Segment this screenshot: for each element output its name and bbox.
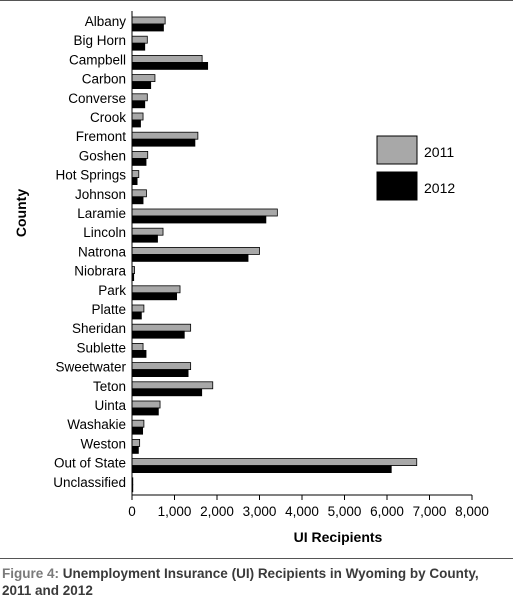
bar-2012-out-of-state xyxy=(131,465,392,474)
bar-2011-natrona xyxy=(131,246,260,255)
x-tick-label: 0 xyxy=(128,504,136,519)
caption-label: Figure 4: xyxy=(2,566,60,581)
y-axis-title: County xyxy=(13,189,29,237)
bar-2011-albany xyxy=(131,16,166,25)
bar-2012-platte xyxy=(131,311,142,320)
category-label-park: Park xyxy=(98,283,126,298)
bar-2011-sublette xyxy=(131,342,144,351)
bar-2011-sweetwater xyxy=(131,362,192,371)
category-label-albany: Albany xyxy=(85,14,127,29)
x-tick-label: 6,000 xyxy=(370,504,404,519)
bar-2012-natrona xyxy=(131,253,249,262)
legend-label-2011: 2011 xyxy=(424,144,454,160)
category-label-natrona: Natrona xyxy=(78,244,127,259)
category-label-niobrara: Niobrara xyxy=(74,264,126,279)
bar-2012-johnson xyxy=(131,196,144,205)
category-label-big-horn: Big Horn xyxy=(73,33,126,48)
bar-2012-laramie xyxy=(131,215,267,224)
category-label-sheridan: Sheridan xyxy=(72,321,126,336)
bar-2011-laramie xyxy=(131,208,278,217)
category-label-laramie: Laramie xyxy=(77,206,126,221)
bar-2011-campbell xyxy=(131,55,203,63)
bar-2011-lincoln xyxy=(131,227,164,236)
bar-2011-fremont xyxy=(131,131,199,140)
bar-2011-washakie xyxy=(131,419,145,428)
x-ticks: 0 1,000 2,000 3,000 4,000 5,000 6,000 7,000 8,00… xyxy=(128,495,489,519)
bar-chart: County UI Recipients Albany Big Horn Campb… xyxy=(13,11,489,545)
category-label-crook: Crook xyxy=(90,110,126,125)
x-tick-label: 1,000 xyxy=(158,504,192,519)
top-rule xyxy=(0,0,513,1)
category-label-campbell: Campbell xyxy=(69,52,126,67)
bars-group xyxy=(131,16,418,493)
bar-2012-carbon xyxy=(131,81,152,89)
category-label-unclassified: Unclassified xyxy=(53,475,126,490)
bar-2011-sheridan xyxy=(131,323,192,332)
bar-2012-hot-springs xyxy=(131,177,138,186)
category-label-sublette: Sublette xyxy=(76,340,126,355)
bar-2012-uinta xyxy=(131,407,159,416)
bar-2011-goshen xyxy=(131,150,149,159)
x-tick-label: 3,000 xyxy=(243,504,277,519)
bar-2012-sublette xyxy=(131,349,147,358)
category-label-uinta: Uinta xyxy=(94,398,126,413)
legend-swatch-2012 xyxy=(376,171,418,201)
bar-2012-fremont xyxy=(131,138,196,147)
bar-2012-park xyxy=(131,292,178,301)
bar-2012-weston xyxy=(131,445,139,454)
category-labels: Albany Big Horn Campbell Carbon Converse Croo… xyxy=(53,14,126,490)
caption-text: Unemployment Insurance (UI) Recipients i… xyxy=(2,566,479,598)
bar-2011-converse xyxy=(131,93,148,102)
x-tick-label: 7,000 xyxy=(413,504,447,519)
x-axis-title: UI Recipients xyxy=(294,529,383,545)
bar-2012-crook xyxy=(131,119,141,128)
bar-2011-carbon xyxy=(131,74,156,82)
legend-label-2012: 2012 xyxy=(424,180,455,196)
category-label-weston: Weston xyxy=(80,436,126,451)
bar-2011-hot-springs xyxy=(131,170,140,179)
bar-2011-johnson xyxy=(131,189,147,198)
x-tick-label: 8,000 xyxy=(455,504,489,519)
category-label-platte: Platte xyxy=(91,302,126,317)
axes xyxy=(131,11,472,496)
category-label-johnson: Johnson xyxy=(75,187,126,202)
bar-2012-albany xyxy=(131,23,164,32)
caption-rule xyxy=(0,558,513,559)
bar-2012-sheridan xyxy=(131,330,185,339)
category-label-carbon: Carbon xyxy=(82,72,126,87)
bar-2012-washakie xyxy=(131,426,144,435)
bar-2011-platte xyxy=(131,304,145,313)
bar-2012-big-horn xyxy=(131,42,146,51)
bar-2012-sweetwater xyxy=(131,369,189,378)
category-label-lincoln: Lincoln xyxy=(83,225,126,240)
bar-2011-teton xyxy=(131,381,214,390)
x-tick-label: 4,000 xyxy=(285,504,319,519)
bar-2012-goshen xyxy=(131,157,147,166)
x-tick-label: 2,000 xyxy=(200,504,234,519)
bar-2011-crook xyxy=(131,112,144,121)
bar-2012-converse xyxy=(131,100,146,109)
bar-2011-uinta xyxy=(131,400,161,409)
bar-2011-weston xyxy=(131,438,141,447)
bar-2012-teton xyxy=(131,388,203,397)
category-label-teton: Teton xyxy=(93,379,126,394)
legend-swatch-2011 xyxy=(376,135,418,165)
bar-2011-park xyxy=(131,285,181,294)
legend: 2011 2012 xyxy=(376,135,455,201)
x-tick-label: 5,000 xyxy=(328,504,362,519)
category-label-washakie: Washakie xyxy=(67,417,126,432)
category-label-fremont: Fremont xyxy=(76,129,127,144)
category-label-converse: Converse xyxy=(68,91,126,106)
figure-caption: Figure 4: Unemployment Insurance (UI) Re… xyxy=(2,565,507,599)
bar-2011-big-horn xyxy=(131,35,148,44)
bar-2012-campbell xyxy=(131,62,209,70)
category-label-out-of-state: Out of State xyxy=(54,456,126,471)
category-label-hot-springs: Hot Springs xyxy=(55,168,126,183)
category-label-goshen: Goshen xyxy=(79,148,126,163)
category-label-sweetwater: Sweetwater xyxy=(55,360,126,375)
bar-2012-lincoln xyxy=(131,234,158,243)
bar-2011-out-of-state xyxy=(131,458,418,467)
